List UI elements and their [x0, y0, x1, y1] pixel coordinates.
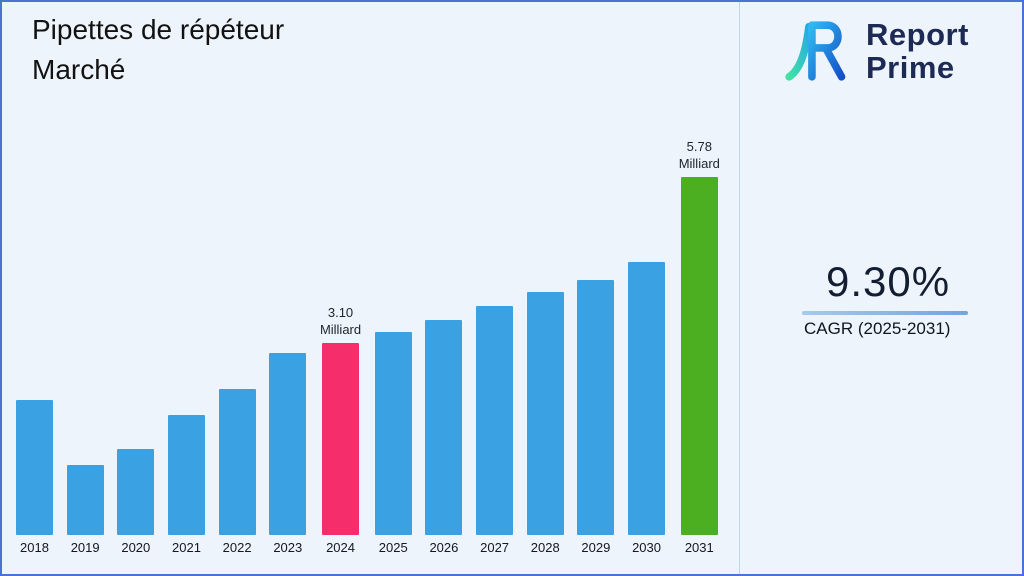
bar-2026 [425, 320, 463, 535]
x-axis-label: 2022 [222, 540, 252, 555]
page-title: Pipettes de répéteur Marché [32, 14, 285, 85]
bar-column: 2020 [117, 449, 155, 558]
x-axis-label: 2029 [581, 540, 611, 555]
bar-column: 2028 [526, 292, 564, 558]
x-axis-label: 2019 [70, 540, 100, 555]
bar-2022 [218, 389, 256, 535]
bar-column: 2019 [66, 465, 104, 558]
bar-column: 2027 [476, 306, 514, 558]
bar-2020 [117, 449, 155, 535]
bar-2030 [628, 262, 666, 535]
x-axis-label: 2025 [378, 540, 408, 555]
bar-column: 2022 [218, 389, 256, 558]
bar-column: 2030 [628, 262, 666, 558]
cagr-value: 9.30% [826, 258, 951, 305]
report-prime-logo-icon [785, 21, 846, 81]
bar-column: 5.78 Milliard 2031 [679, 139, 720, 558]
bar-chart: 2018 2019 2020 2021 2022 2023 3.10 Milliard 2024… [16, 134, 720, 558]
bar-column: 2026 [425, 320, 463, 558]
x-axis-label: 2020 [121, 540, 151, 555]
brand-name-line1: Report [866, 16, 969, 52]
bar-2025 [374, 332, 412, 535]
x-axis-label: 2027 [480, 540, 510, 555]
bar-column: 3.10 Milliard 2024 [320, 305, 361, 558]
bar-2028 [526, 292, 564, 535]
bar-annotation: 5.78 Milliard [678, 139, 720, 172]
vertical-divider [739, 2, 740, 574]
brand-name: Report Prime [866, 16, 969, 85]
x-axis-label: 2018 [20, 540, 49, 555]
x-axis-label: 2026 [429, 540, 459, 555]
bar-2019 [66, 465, 104, 535]
bar-2018 [16, 400, 53, 535]
cagr-underline [802, 311, 968, 315]
bar-2029 [577, 280, 615, 535]
cagr-label: CAGR (2025-2031) [804, 319, 951, 338]
bar-column: 2029 [577, 280, 615, 558]
x-axis-label: 2021 [172, 540, 201, 555]
x-axis-label: 2028 [530, 540, 560, 555]
bar-2027 [476, 306, 514, 535]
x-axis-label: 2024 [326, 540, 355, 555]
bar-annotation: 3.10 Milliard [319, 305, 362, 338]
brand-name-line2: Prime [866, 50, 955, 85]
bar-column: 2021 [167, 415, 205, 558]
x-axis-label: 2031 [684, 540, 714, 555]
bar-2031 [680, 177, 718, 535]
bar-column: 2025 [374, 332, 412, 558]
x-axis-label: 2030 [632, 540, 661, 555]
bar-2024 [322, 343, 360, 535]
brand-logo: Report Prime [780, 16, 969, 86]
bar-2021 [167, 415, 205, 535]
bar-column: 2018 [16, 400, 53, 558]
bar-2023 [269, 353, 307, 535]
bar-column: 2023 [269, 353, 307, 558]
x-axis-label: 2023 [273, 540, 303, 555]
